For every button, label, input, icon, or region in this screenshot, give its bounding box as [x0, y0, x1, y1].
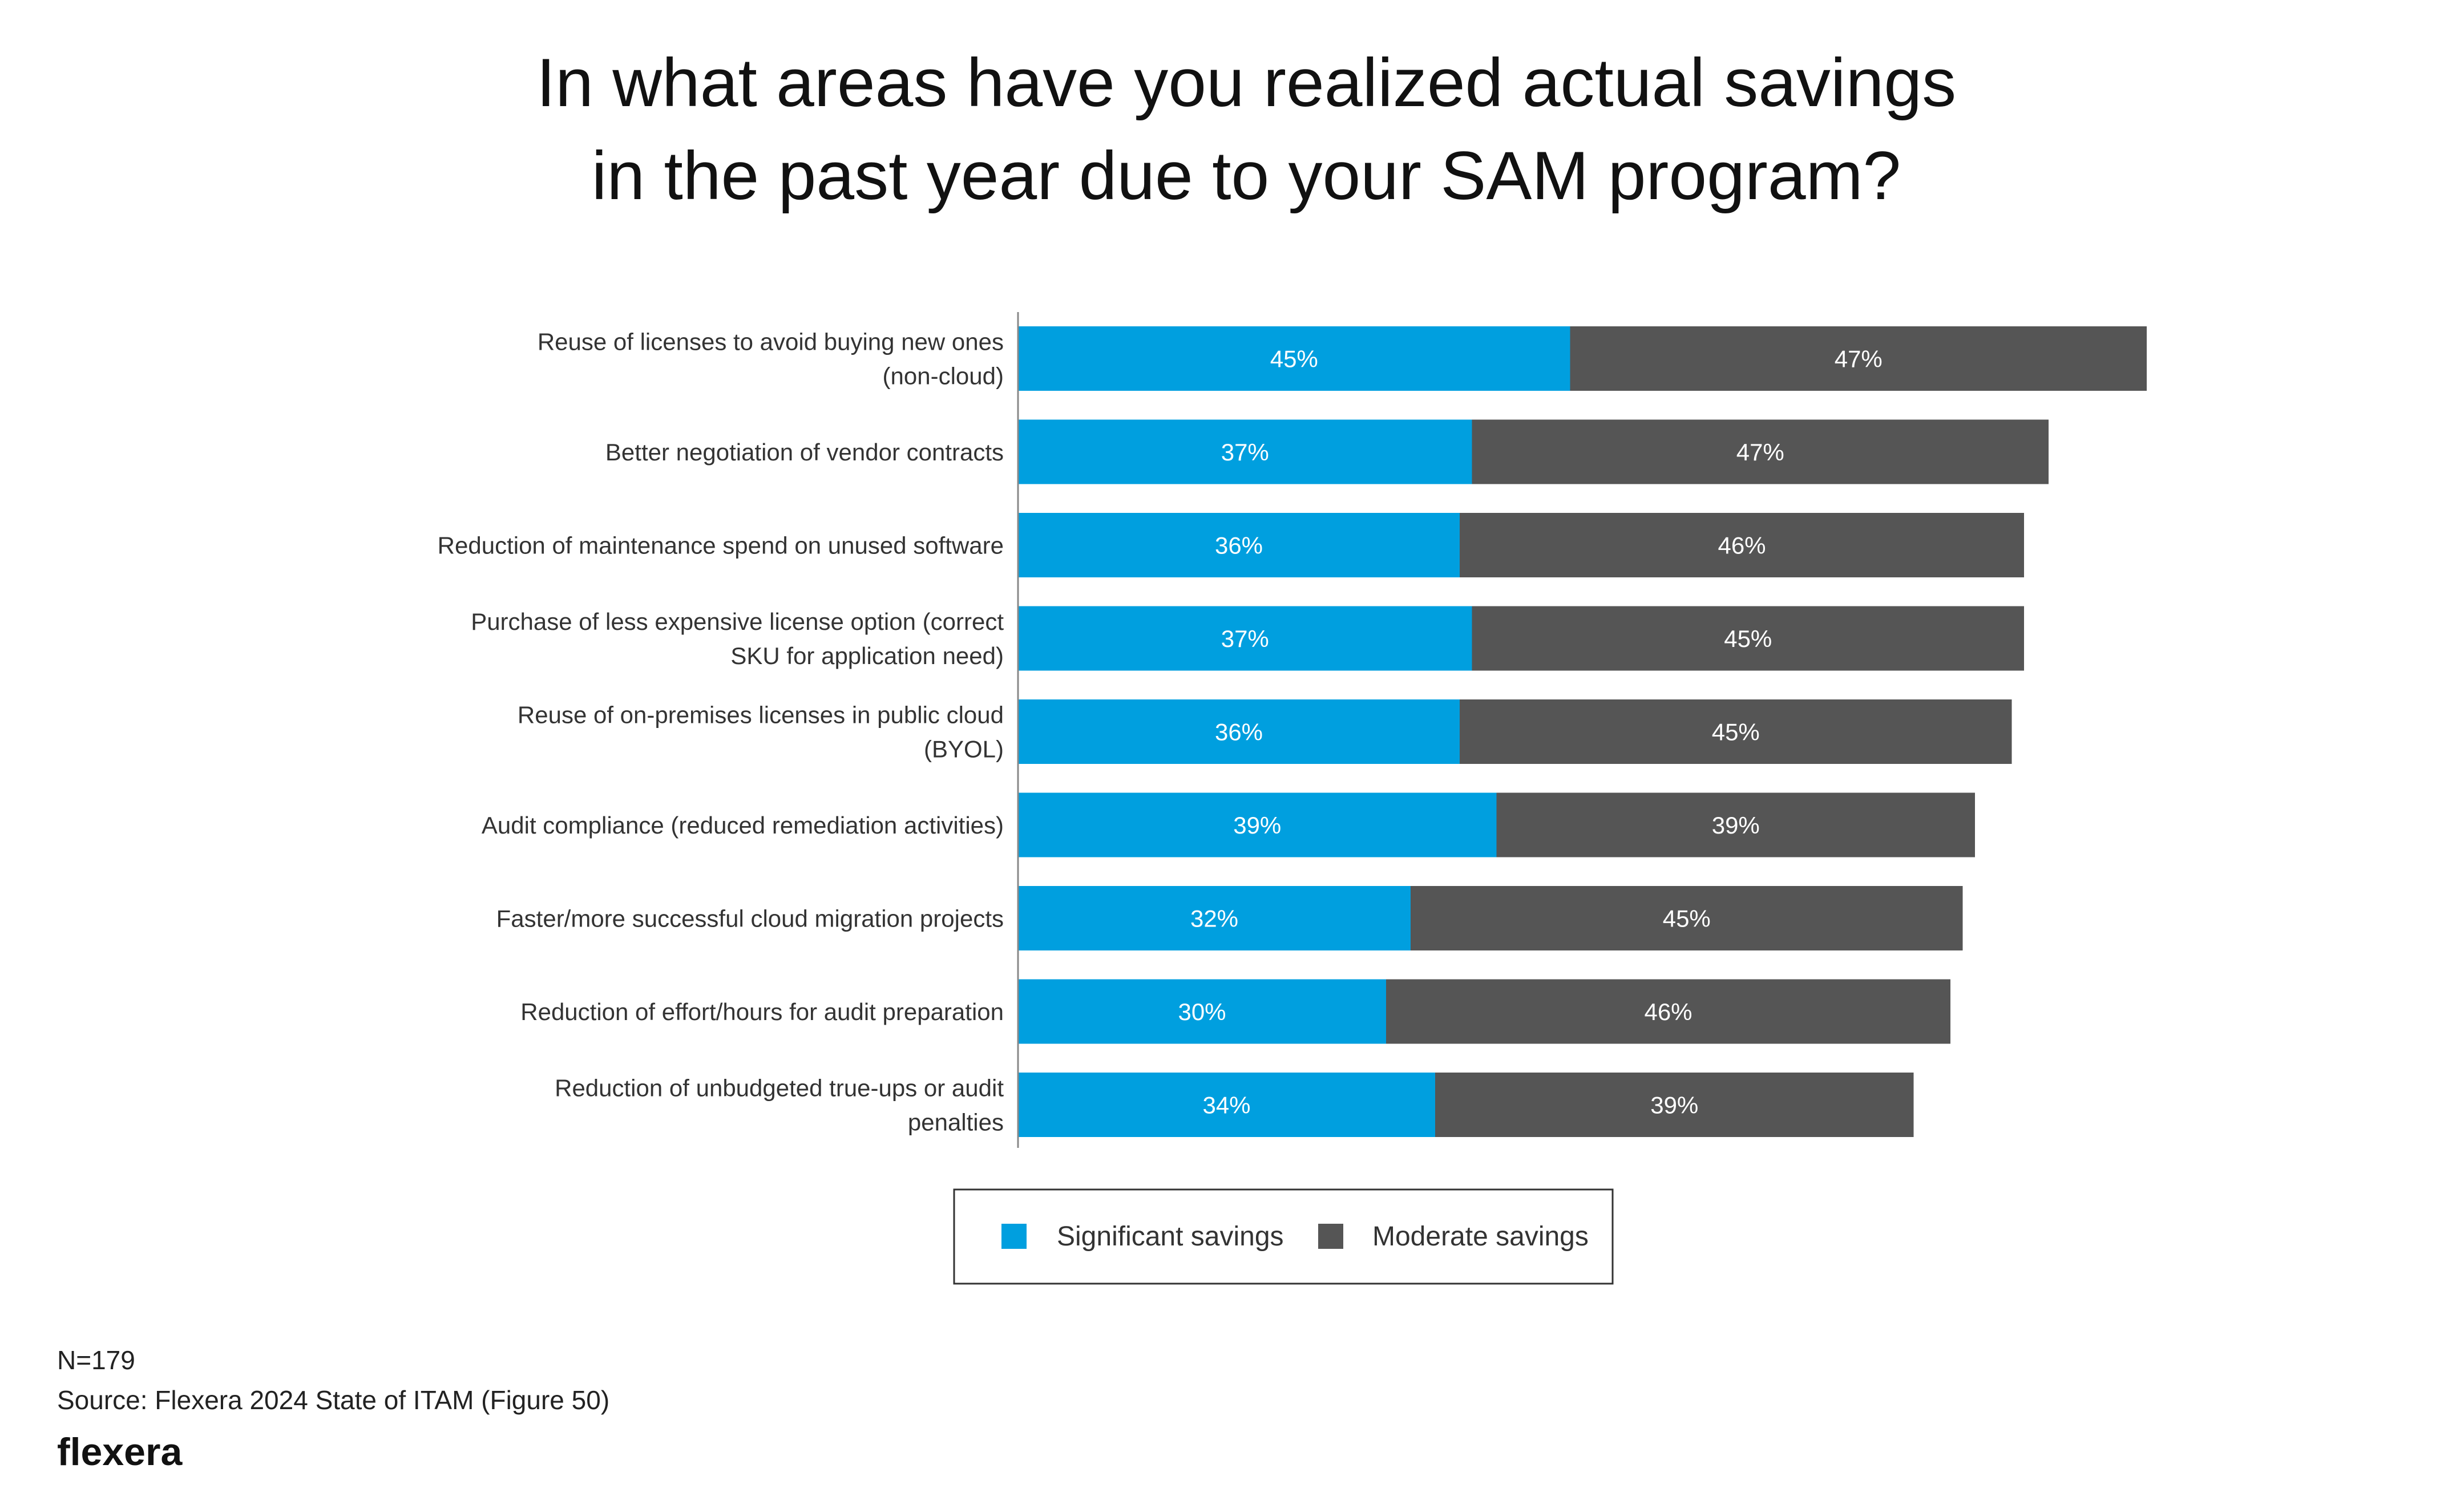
- value-label-moderate-7: 45%: [1663, 905, 1711, 932]
- bar-moderate-5: [1460, 699, 2012, 764]
- value-label-significant-2: 37%: [1221, 439, 1269, 466]
- flexera-logo: flexera: [57, 1430, 183, 1474]
- sample-size-note: N=179: [57, 1345, 135, 1375]
- bar-significant-3: [1018, 513, 1460, 577]
- title-line-1: In what areas have you realized actual s…: [536, 44, 1956, 121]
- bars: 45% 47% 37% 47% 36% 46% 37% 45% 36% 45% 39% 39% 32% 4…: [1018, 326, 2147, 1137]
- category-label-8: Reduction of effort/hours for audit prep…: [520, 998, 1004, 1025]
- title-line-2: in the past year due to your SAM program…: [592, 137, 1901, 214]
- value-label-moderate-4: 45%: [1724, 625, 1772, 652]
- value-label-moderate-9: 39%: [1650, 1092, 1698, 1119]
- value-label-moderate-2: 47%: [1736, 439, 1784, 466]
- category-label-2: Better negotiation of vendor contracts: [605, 439, 1004, 466]
- category-label-4: Purchase of less expensive license optio…: [471, 608, 1004, 669]
- source-note: Source: Flexera 2024 State of ITAM (Figu…: [57, 1385, 609, 1415]
- value-label-moderate-5: 45%: [1712, 719, 1760, 746]
- legend-label-significant: Significant savings: [1057, 1221, 1284, 1252]
- category-label-6: Audit compliance (reduced remediation ac…: [482, 812, 1004, 839]
- value-label-moderate-8: 46%: [1644, 998, 1692, 1025]
- bar-significant-5: [1018, 699, 1460, 764]
- category-label-7: Faster/more successful cloud migration p…: [496, 905, 1004, 932]
- value-label-significant-9: 34%: [1202, 1092, 1250, 1119]
- category-labels: Reuse of licenses to avoid buying new on…: [438, 329, 1004, 1136]
- legend-label-moderate: Moderate savings: [1372, 1221, 1589, 1252]
- legend: Significant savings Moderate savings: [953, 1188, 1614, 1285]
- chart-title: In what areas have you realized actual s…: [536, 44, 1956, 214]
- bar-significant-8: [1018, 979, 1386, 1044]
- bar-significant-4: [1018, 606, 1472, 671]
- value-label-significant-3: 36%: [1215, 532, 1263, 559]
- value-label-significant-5: 36%: [1215, 719, 1263, 746]
- bar-moderate-3: [1460, 513, 2024, 577]
- bar-moderate-8: [1386, 979, 1950, 1044]
- bar-significant-2: [1018, 419, 1472, 484]
- bar-significant-7: [1018, 886, 1411, 950]
- category-label-3: Reduction of maintenance spend on unused…: [438, 532, 1004, 559]
- bar-moderate-4: [1472, 606, 2024, 671]
- value-label-moderate-1: 47%: [1835, 346, 1883, 373]
- legend-box: [953, 1188, 1614, 1285]
- legend-swatch-moderate: [1318, 1224, 1343, 1249]
- value-label-significant-8: 30%: [1178, 998, 1226, 1025]
- legend-swatch-significant: [1001, 1224, 1027, 1249]
- category-label-5: Reuse of on-premises licenses in public …: [518, 702, 1004, 763]
- value-label-moderate-6: 39%: [1712, 812, 1760, 839]
- value-label-significant-4: 37%: [1221, 625, 1269, 652]
- value-label-significant-6: 39%: [1233, 812, 1281, 839]
- bar-moderate-1: [1570, 326, 2147, 391]
- bar-significant-6: [1018, 792, 1497, 857]
- bar-moderate-7: [1411, 886, 1963, 950]
- bar-moderate-2: [1472, 419, 2049, 484]
- bar-significant-9: [1018, 1073, 1435, 1137]
- category-label-9: Reduction of unbudgeted true-ups or audi…: [555, 1075, 1004, 1136]
- bar-significant-1: [1018, 326, 1570, 391]
- value-label-moderate-3: 46%: [1718, 532, 1766, 559]
- bar-moderate-6: [1496, 792, 1975, 857]
- value-label-significant-7: 32%: [1190, 905, 1238, 932]
- bar-moderate-9: [1435, 1073, 1914, 1137]
- value-label-significant-1: 45%: [1270, 346, 1318, 373]
- category-label-1: Reuse of licenses to avoid buying new on…: [538, 329, 1004, 390]
